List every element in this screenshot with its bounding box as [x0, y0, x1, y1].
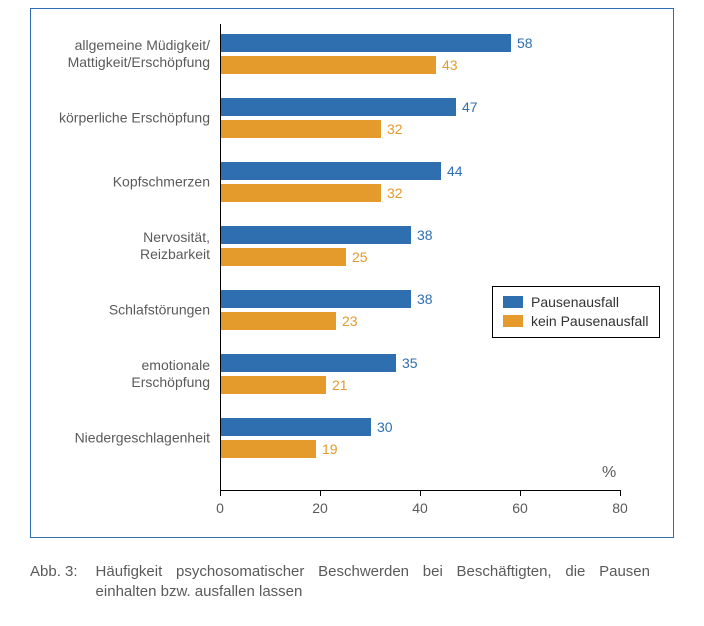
bar-value-label: 44: [447, 163, 463, 179]
bar-value-label: 30: [377, 419, 393, 435]
bar: 58: [221, 34, 511, 52]
bar-value-label: 19: [322, 441, 338, 457]
legend: Pausenausfallkein Pausenausfall: [492, 286, 660, 338]
caption-number: Abb. 3:: [30, 562, 78, 603]
legend-swatch: [503, 296, 523, 308]
bar: 38: [221, 290, 411, 308]
x-tick-mark: [320, 490, 321, 496]
legend-item: Pausenausfall: [503, 293, 649, 312]
bar: 43: [221, 56, 436, 74]
bar: 32: [221, 184, 381, 202]
legend-swatch: [503, 315, 523, 327]
x-tick-label: 80: [612, 500, 628, 516]
category-label: Niedergeschlagenheit: [75, 430, 210, 447]
x-tick-mark: [420, 490, 421, 496]
bar: 25: [221, 248, 346, 266]
bar-value-label: 35: [402, 355, 418, 371]
bar-value-label: 21: [332, 377, 348, 393]
category-label: emotionale Erschöpfung: [131, 357, 210, 391]
legend-item: kein Pausenausfall: [503, 312, 649, 331]
bar: 38: [221, 226, 411, 244]
legend-label: kein Pausenausfall: [531, 312, 649, 331]
bar: 47: [221, 98, 456, 116]
caption-text: Häufigkeit psychosomatischer Beschwerden…: [96, 562, 650, 603]
bar: 44: [221, 162, 441, 180]
bar-value-label: 32: [387, 185, 403, 201]
category-label: allgemeine Müdigkeit/ Mattigkeit/Erschöp…: [68, 37, 210, 71]
bar: 19: [221, 440, 316, 458]
category-label: Schlafstörungen: [109, 302, 210, 319]
x-tick-label: 60: [512, 500, 528, 516]
legend-label: Pausenausfall: [531, 293, 619, 312]
x-tick-label: 20: [312, 500, 328, 516]
category-label: Kopfschmerzen: [113, 174, 210, 191]
bar-value-label: 23: [342, 313, 358, 329]
x-tick-mark: [520, 490, 521, 496]
bar-value-label: 43: [442, 57, 458, 73]
category-label: Nervosität, Reizbarkeit: [140, 229, 210, 263]
percent-unit-label: %: [602, 464, 616, 482]
bar-value-label: 25: [352, 249, 368, 265]
bar-value-label: 32: [387, 121, 403, 137]
x-tick-label: 0: [216, 500, 224, 516]
bar: 32: [221, 120, 381, 138]
category-label: körperliche Erschöpfung: [59, 110, 210, 127]
bar-value-label: 47: [462, 99, 478, 115]
figure-frame: % 0204060805843473244323825382335213019 …: [0, 0, 704, 626]
bar: 23: [221, 312, 336, 330]
bar: 30: [221, 418, 371, 436]
bar-value-label: 38: [417, 227, 433, 243]
plot-area: % 0204060805843473244323825382335213019: [220, 24, 620, 490]
bar: 35: [221, 354, 396, 372]
bar-value-label: 38: [417, 291, 433, 307]
x-tick-mark: [220, 490, 221, 496]
bar: 21: [221, 376, 326, 394]
x-tick-label: 40: [412, 500, 428, 516]
figure-caption: Abb. 3: Häufigkeit psychosomatischer Bes…: [30, 562, 650, 603]
bar-value-label: 58: [517, 35, 533, 51]
x-tick-mark: [620, 490, 621, 496]
